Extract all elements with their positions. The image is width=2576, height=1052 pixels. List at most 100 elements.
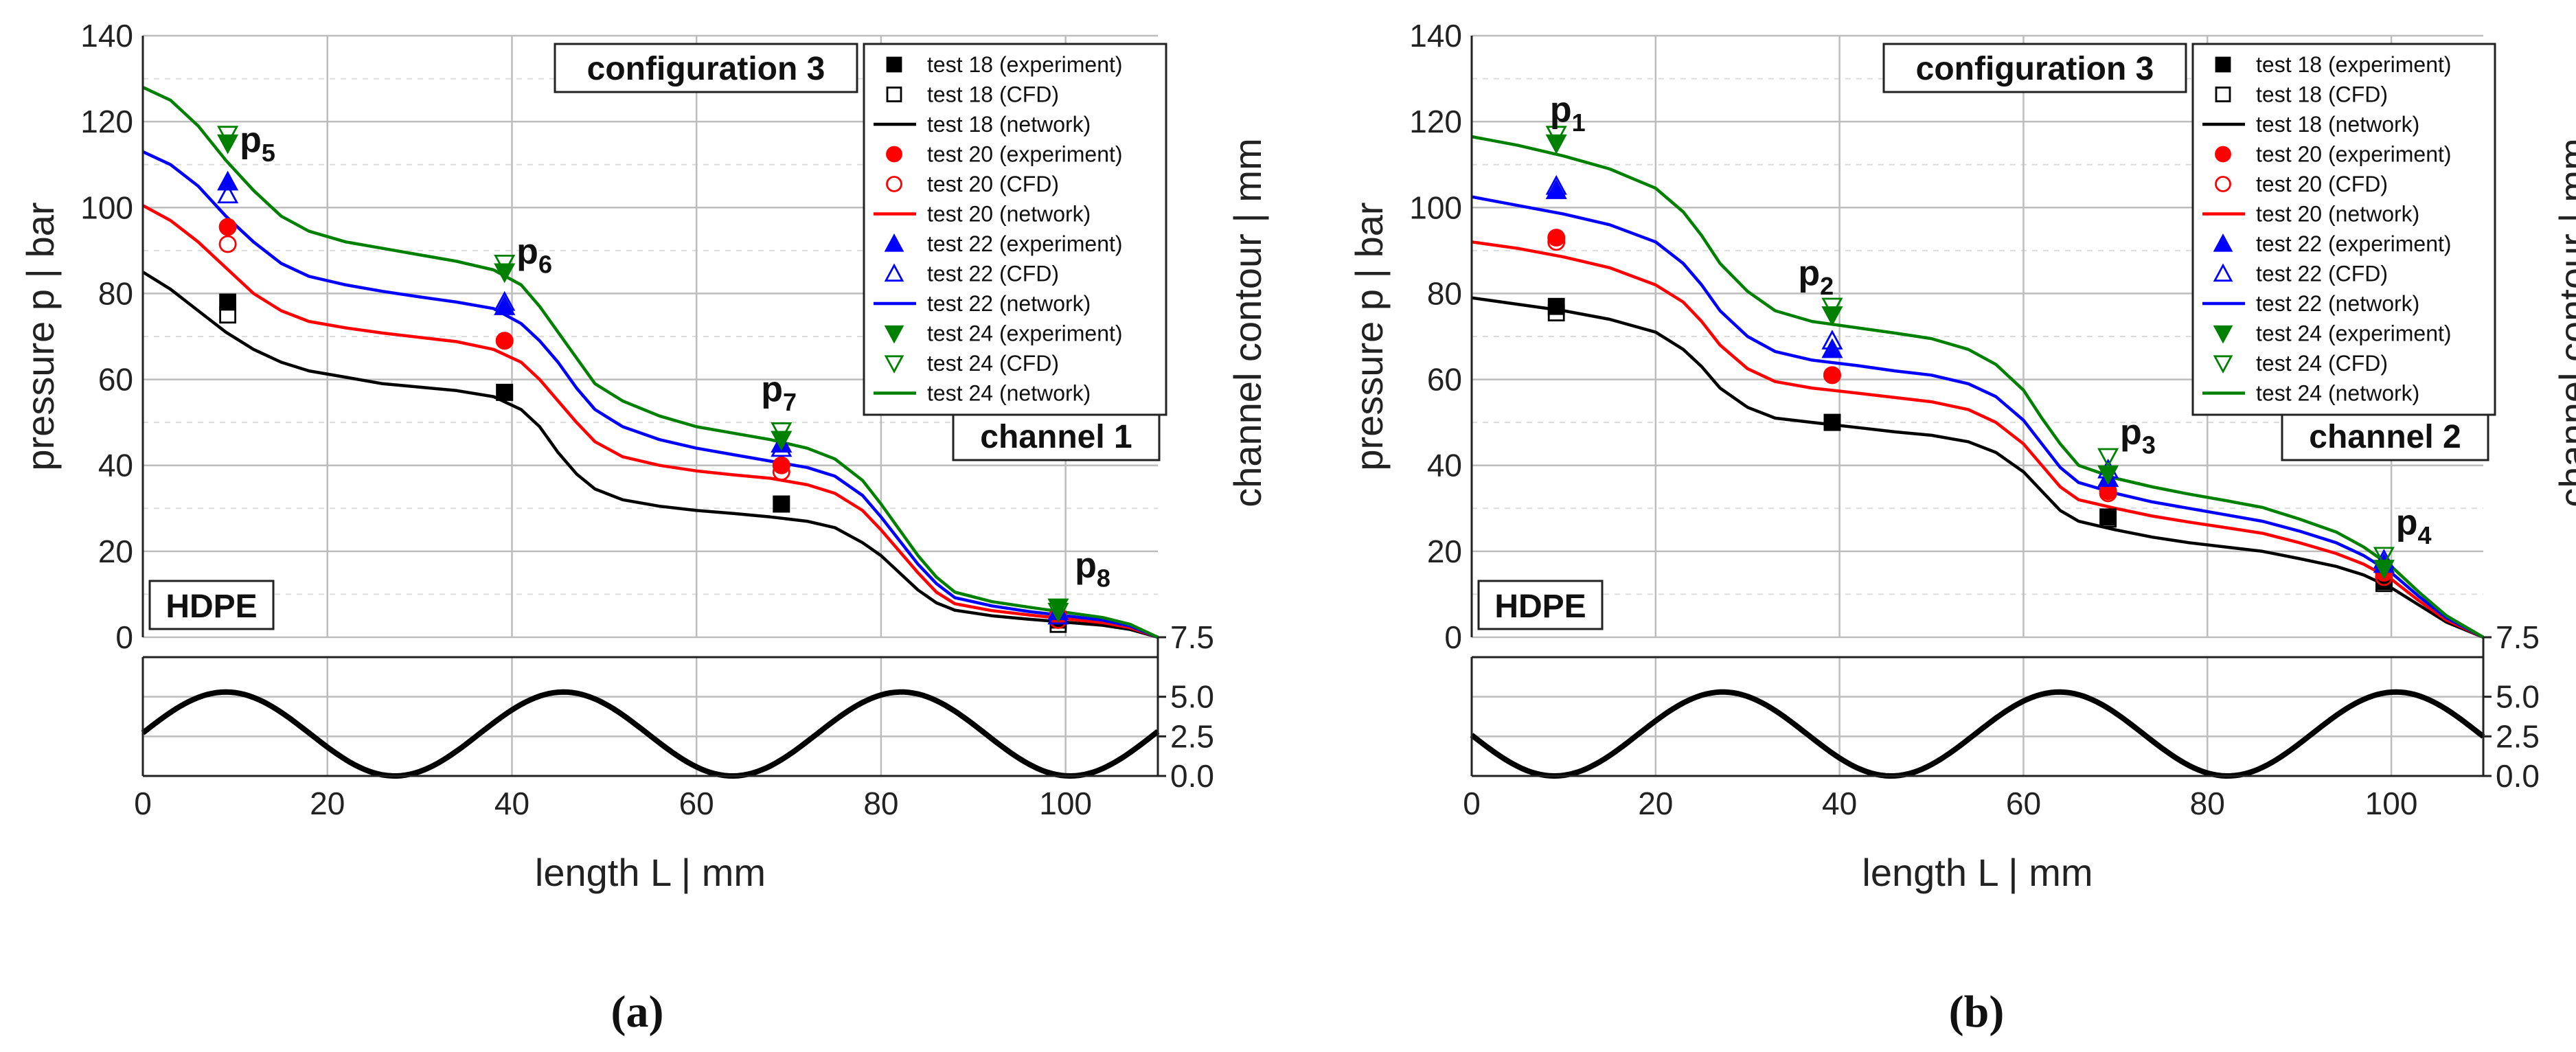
material-box	[1477, 580, 1604, 630]
cfd-point	[218, 235, 237, 253]
port-label: p8	[1075, 545, 1110, 592]
y-tick-label: 120	[80, 104, 133, 139]
channel-contour-curve	[141, 689, 1160, 779]
y2-tick-label: 7.5	[2496, 619, 2540, 655]
port-label-sub: 5	[262, 139, 275, 167]
y-tick-label: 60	[1427, 362, 1462, 398]
y-tick-label: 80	[1427, 275, 1462, 311]
y2-tick-label: 0.0	[1170, 758, 1214, 794]
experiment-point	[1047, 598, 1069, 619]
x-tick-label: 60	[2006, 786, 2041, 821]
legend-marker-swatch	[886, 56, 902, 73]
y-tick-label: 0	[115, 619, 133, 655]
legend-entry-label: test 24 (network)	[2256, 381, 2419, 406]
legend-entry-label: test 20 (experiment)	[2256, 142, 2452, 167]
port-label-main: p	[1798, 253, 1820, 293]
configuration-box	[554, 43, 858, 93]
y-tick-label: 40	[98, 448, 133, 483]
legend-marker-swatch	[2215, 87, 2231, 102]
port-label: p1	[1550, 90, 1586, 137]
x-tick-label: 100	[2365, 786, 2418, 821]
chart-panel-a: 0 20 40 60 80 100 120 140 0 20 40 60 80 100 0.0 2.55.0 7…	[19, 18, 1269, 1037]
legend-marker-swatch	[2215, 146, 2231, 163]
legend-entry-label: test 18 (CFD)	[927, 82, 1059, 107]
y2-tick-label: 2.5	[2496, 718, 2540, 754]
experiment-point	[496, 383, 514, 401]
legend-entry-label: test 18 (CFD)	[2256, 82, 2388, 107]
y-tick-label: 120	[1409, 104, 1462, 139]
experiment-point	[1545, 134, 1567, 155]
y-tick-label: 20	[98, 534, 133, 569]
configuration-label: configuration 3	[1916, 51, 2154, 87]
y2-axis-title: channel contour | mm	[1226, 138, 1269, 507]
legend-entry-label: test 20 (CFD)	[2256, 172, 2388, 196]
legend-marker-swatch	[884, 263, 904, 282]
legend-entry-label: test 20 (CFD)	[927, 172, 1059, 196]
port-label: p3	[2120, 412, 2156, 459]
network-line-test-24	[142, 86, 1159, 639]
panel-caption: (a)	[611, 987, 664, 1037]
cfd-point	[2097, 448, 2119, 468]
y2-tick-label: 0.0	[2496, 758, 2540, 794]
experiment-point	[1821, 338, 1843, 358]
network-line-test-18	[1471, 296, 2484, 639]
legend-entry-label: test 18 (experiment)	[927, 52, 1123, 77]
experiment-point	[218, 218, 237, 236]
network-line-test-20	[1471, 240, 2484, 639]
port-label-sub: 1	[1572, 108, 1586, 137]
legend-marker-swatch	[884, 355, 904, 374]
experiment-point	[1547, 297, 1565, 315]
port-label: p6	[516, 232, 552, 279]
y2-axis-title: channel contour | mm	[2551, 138, 2576, 507]
legend-entry-label: test 20 (experiment)	[927, 142, 1123, 167]
y-tick-label: 0	[1444, 619, 1462, 655]
legend-entry-label: test 24 (CFD)	[927, 351, 1059, 376]
legend-marker-swatch	[886, 87, 902, 102]
y-tick-label: 140	[1409, 18, 1462, 54]
x-tick-label: 80	[2190, 786, 2225, 821]
port-label-sub: 6	[538, 251, 552, 279]
port-label-sub: 2	[1820, 272, 1834, 300]
x-tick-label: 100	[1039, 786, 1092, 821]
experiment-point	[219, 293, 237, 311]
port-label-sub: 3	[2142, 431, 2156, 459]
port-label-sub: 4	[2418, 521, 2432, 549]
y-axis-title: pressure p | bar	[19, 202, 62, 470]
legend-marker-swatch	[2213, 263, 2233, 282]
experiment-point	[2099, 508, 2117, 526]
legend-marker-swatch	[2215, 56, 2231, 73]
legend-entry-label: test 18 (network)	[2256, 112, 2419, 137]
legend-entry-label: test 24 (experiment)	[927, 321, 1123, 346]
legend-entry-label: test 24 (experiment)	[2256, 321, 2452, 346]
legend-marker-swatch	[2213, 355, 2233, 374]
port-label-main: p	[1075, 545, 1097, 585]
y2-tick-label: 5.0	[2496, 679, 2540, 715]
y2-tick-label: 2.5	[1170, 718, 1214, 754]
y-axis-title: pressure p | bar	[1347, 202, 1391, 470]
experiment-point	[2373, 560, 2395, 580]
material-box	[148, 580, 275, 630]
legend-entry-label: test 22 (network)	[2256, 291, 2419, 316]
port-label-main: p	[240, 120, 262, 160]
legend-entry-label: test 22 (CFD)	[927, 262, 1059, 286]
channel-contour-curve	[1470, 689, 2485, 779]
port-label: p2	[1798, 253, 1834, 300]
experiment-point	[1823, 413, 1841, 431]
network-line-test-24	[1471, 135, 2485, 639]
experiment-point	[495, 332, 514, 350]
y-tick-label: 20	[1427, 534, 1462, 569]
legend-marker-swatch	[884, 325, 904, 344]
port-label-main: p	[2396, 503, 2418, 542]
material-label: HDPE	[1494, 588, 1586, 625]
network-line-test-18	[141, 271, 1159, 639]
experiment-point	[1547, 229, 1566, 247]
channel-box	[952, 411, 1161, 461]
y-tick-label: 60	[98, 362, 133, 398]
x-tick-label: 20	[310, 786, 345, 821]
legend-entry-label: test 22 (experiment)	[2256, 231, 2452, 256]
network-line-test-22	[1471, 195, 2485, 639]
legend-entry-label: test 24 (CFD)	[2256, 351, 2388, 376]
port-label-main: p	[516, 232, 538, 272]
experiment-point	[772, 456, 790, 474]
y-tick-label: 140	[80, 18, 133, 54]
